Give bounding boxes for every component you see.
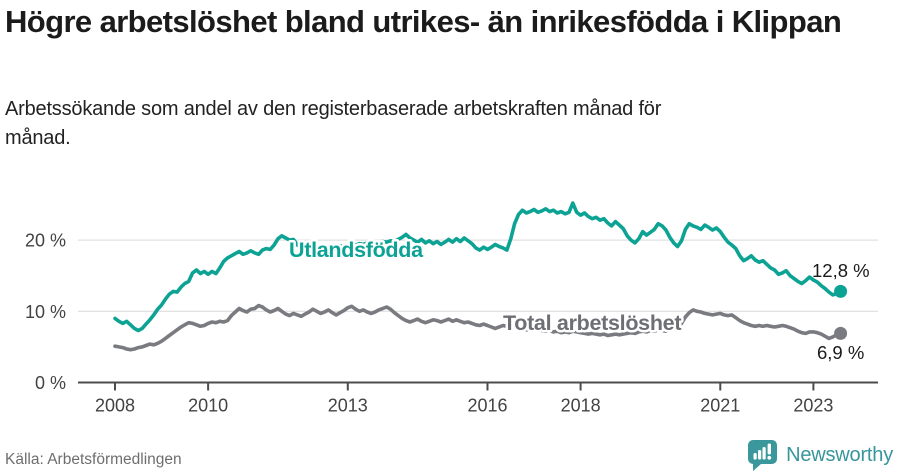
exclamation-dot	[767, 455, 772, 460]
bar-3	[762, 447, 766, 460]
newsworthy-wordmark: Newsworthy	[786, 443, 893, 466]
series-line-utlandsfodda	[113, 201, 843, 333]
series-label-total: Total arbetslöshet	[503, 311, 681, 335]
bar-2	[758, 450, 762, 460]
source-note: Källa: Arbetsförmedlingen	[5, 451, 182, 468]
newsworthy-logo: Newsworthy	[745, 438, 893, 472]
series-end-dot-total	[834, 326, 848, 340]
x-axis-tick-label: 2021	[700, 396, 740, 416]
newsworthy-bubble-chart-icon	[748, 440, 778, 471]
series-label-utlandsfodda: Utlandsfödda	[289, 238, 424, 262]
y-axis-tick-label: 20 %	[25, 231, 66, 251]
exclamation-bar	[767, 443, 772, 455]
chart-title: Högre arbetslöshet bland utrikes- än inr…	[5, 4, 842, 39]
bar-1	[753, 453, 757, 460]
series-line-total	[113, 303, 843, 352]
x-axis-tick-label: 2010	[188, 396, 228, 416]
chart-subtitle: Arbetssökande som andel av den registerb…	[5, 98, 662, 149]
x-axis-tick-label: 2008	[95, 396, 135, 416]
x-axis-tick-label: 2018	[561, 396, 601, 416]
end-value-label-utlandsfodda: 12,8 %	[812, 260, 870, 281]
x-axis-tick-label: 2016	[467, 396, 507, 416]
y-axis-tick-label: 10 %	[25, 302, 66, 322]
x-axis-tick-label: 2013	[328, 396, 368, 416]
series-end-dot-utlandsfodda	[834, 284, 848, 298]
y-axis-tick-label: 0 %	[35, 373, 66, 393]
end-value-label-total: 6,9 %	[817, 342, 864, 363]
x-axis-tick-label: 2023	[793, 396, 833, 416]
